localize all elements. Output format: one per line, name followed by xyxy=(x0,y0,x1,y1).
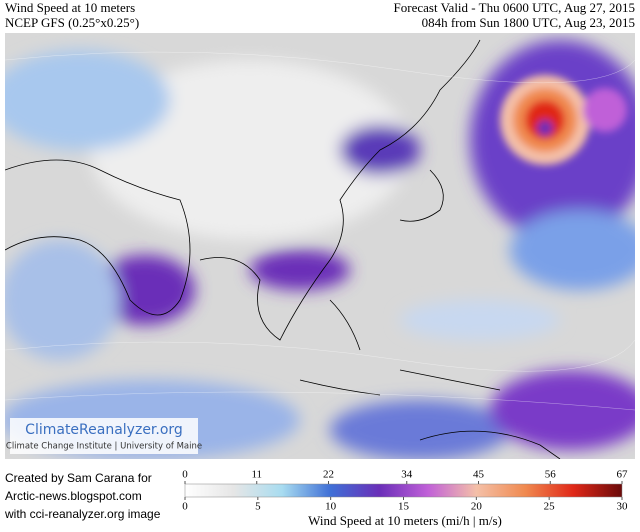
mph-tick-label: 56 xyxy=(545,469,557,481)
ms-tick-label: 30 xyxy=(617,501,629,513)
ms-tick-label: 15 xyxy=(398,501,410,513)
mph-tick-label: 11 xyxy=(251,469,262,481)
valid-time: Forecast Valid - Thu 0600 UTC, Aug 27, 2… xyxy=(394,0,635,15)
mph-tick-label: 22 xyxy=(323,469,334,481)
mph-tick-label: 45 xyxy=(473,469,485,481)
mph-tick-label: 67 xyxy=(617,469,629,481)
map xyxy=(5,33,635,459)
ms-tick-label: 10 xyxy=(325,501,337,513)
model: NCEP GFS (0.25°x0.25°) xyxy=(5,15,139,30)
mph-tick-label: 34 xyxy=(401,469,413,481)
colorbar xyxy=(184,483,623,498)
ms-tick-label: 20 xyxy=(471,501,483,513)
logo-institute: Climate Change Institute | University of… xyxy=(6,442,202,452)
ms-tick-label: 5 xyxy=(255,501,261,513)
mph-tick-label: 0 xyxy=(182,469,188,481)
ms-tick-label: 25 xyxy=(544,501,556,513)
ms-tick-label: 0 xyxy=(182,501,188,513)
title: Wind Speed at 10 meters xyxy=(5,0,135,15)
credit-line: Arctic-news.blogspot.com xyxy=(5,489,142,503)
credit-line: Created by Sam Carana for xyxy=(5,471,152,485)
credit-line: with cci-reanalyzer.org image xyxy=(4,507,161,521)
init-time: 084h from Sun 1800 UTC, Aug 23, 2015 xyxy=(422,15,635,30)
logo-name: ClimateReanalyzer.org xyxy=(25,422,183,438)
colorbar-label: Wind Speed at 10 meters (mi/h | m/s) xyxy=(308,513,502,528)
logo-box xyxy=(10,418,198,454)
